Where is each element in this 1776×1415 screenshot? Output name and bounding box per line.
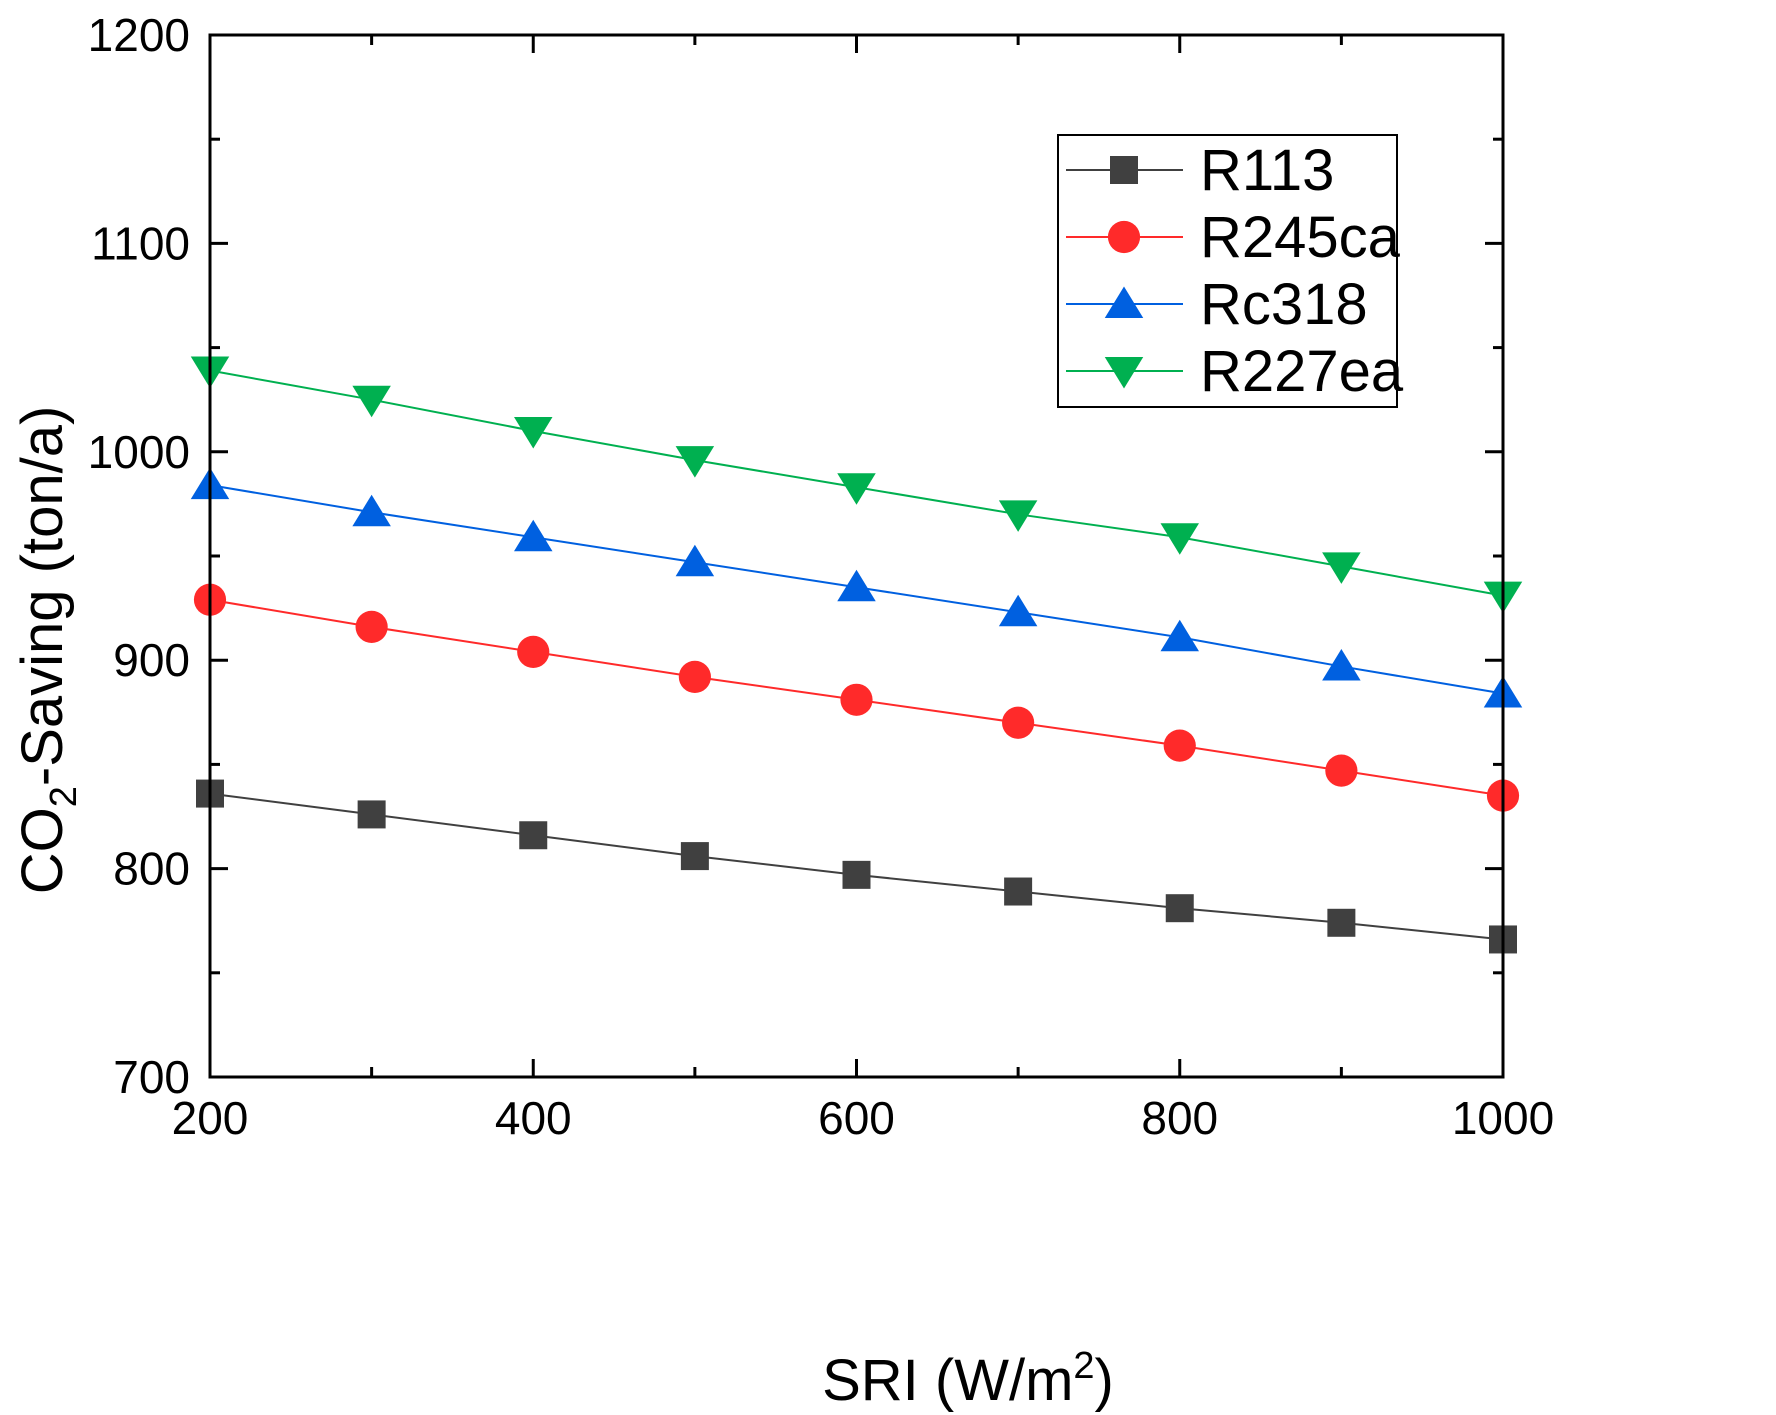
data-point [514, 519, 553, 552]
x-axis-title: SRI (W/m2) [822, 1345, 1114, 1413]
data-point [1165, 894, 1194, 923]
data-point [517, 635, 550, 668]
data-point [675, 544, 715, 577]
y-axis-title-post: -Saving (ton/a) [10, 406, 75, 786]
x-axis-title-superscript: 2 [1073, 1345, 1094, 1387]
data-point [355, 610, 388, 643]
data-point [840, 683, 873, 716]
legend-marker [1107, 220, 1141, 254]
x-tick-label: 400 [495, 1092, 572, 1144]
y-tick-label: 700 [113, 1051, 190, 1103]
y-axis-title: CO2-Saving (ton/a) [10, 406, 85, 895]
data-point [1325, 754, 1358, 787]
y-tick-label: 1100 [91, 217, 190, 269]
x-tick-label: 600 [818, 1092, 895, 1144]
data-point [1160, 619, 1199, 652]
x-axis-title-main: SRI (W/m [822, 1348, 1073, 1413]
data-point [837, 473, 876, 505]
legend-item-R113: R113 [1066, 138, 1334, 203]
data-point [680, 842, 709, 871]
x-tick-label: 200 [172, 1092, 249, 1144]
data-point [1322, 648, 1361, 681]
data-point [1327, 908, 1356, 937]
y-tick-label: 1000 [88, 426, 190, 478]
data-point [1004, 877, 1033, 906]
y-axis-title-pre: CO [10, 807, 75, 894]
data-point [837, 569, 876, 602]
data-point [352, 494, 391, 527]
series-R227ea [190, 356, 1523, 614]
x-axis-title-end: ) [1095, 1348, 1114, 1413]
legend-item-Rc318: Rc318 [1066, 272, 1368, 337]
data-point [678, 660, 711, 693]
data-point [998, 500, 1038, 532]
data-point [1160, 523, 1199, 555]
legend-label: R113 [1200, 138, 1334, 203]
y-axis-title-subscript: 2 [43, 786, 85, 807]
data-point [842, 860, 871, 889]
data-point [675, 446, 715, 478]
legend-item-R227ea: R227ea [1066, 339, 1404, 404]
legend-marker [1104, 286, 1144, 318]
series-R245ca [193, 583, 1520, 812]
x-tick-label: 1000 [1452, 1092, 1554, 1144]
data-point [352, 385, 391, 418]
legend-label: Rc318 [1200, 272, 1368, 337]
x-tick-label: 800 [1141, 1092, 1218, 1144]
legend-item-R245ca: R245ca [1066, 205, 1401, 270]
data-point [514, 416, 553, 449]
data-point [998, 594, 1038, 627]
legend-marker [1110, 156, 1138, 184]
y-tick-label: 900 [113, 634, 190, 686]
y-tick-label: 1200 [88, 9, 190, 61]
data-point [519, 821, 548, 850]
legend-label: R245ca [1200, 205, 1401, 270]
data-point [357, 800, 386, 829]
axes-layer: 200 400 600 800 1000 700 800 900 1000 1100 1200 [88, 9, 1555, 1144]
legend-label: R227ea [1200, 339, 1404, 404]
legend-marker [1104, 357, 1144, 389]
data-point [1002, 706, 1035, 739]
data-point [1322, 552, 1361, 584]
y-tick-label: 800 [113, 843, 190, 895]
data-point [1163, 729, 1196, 762]
